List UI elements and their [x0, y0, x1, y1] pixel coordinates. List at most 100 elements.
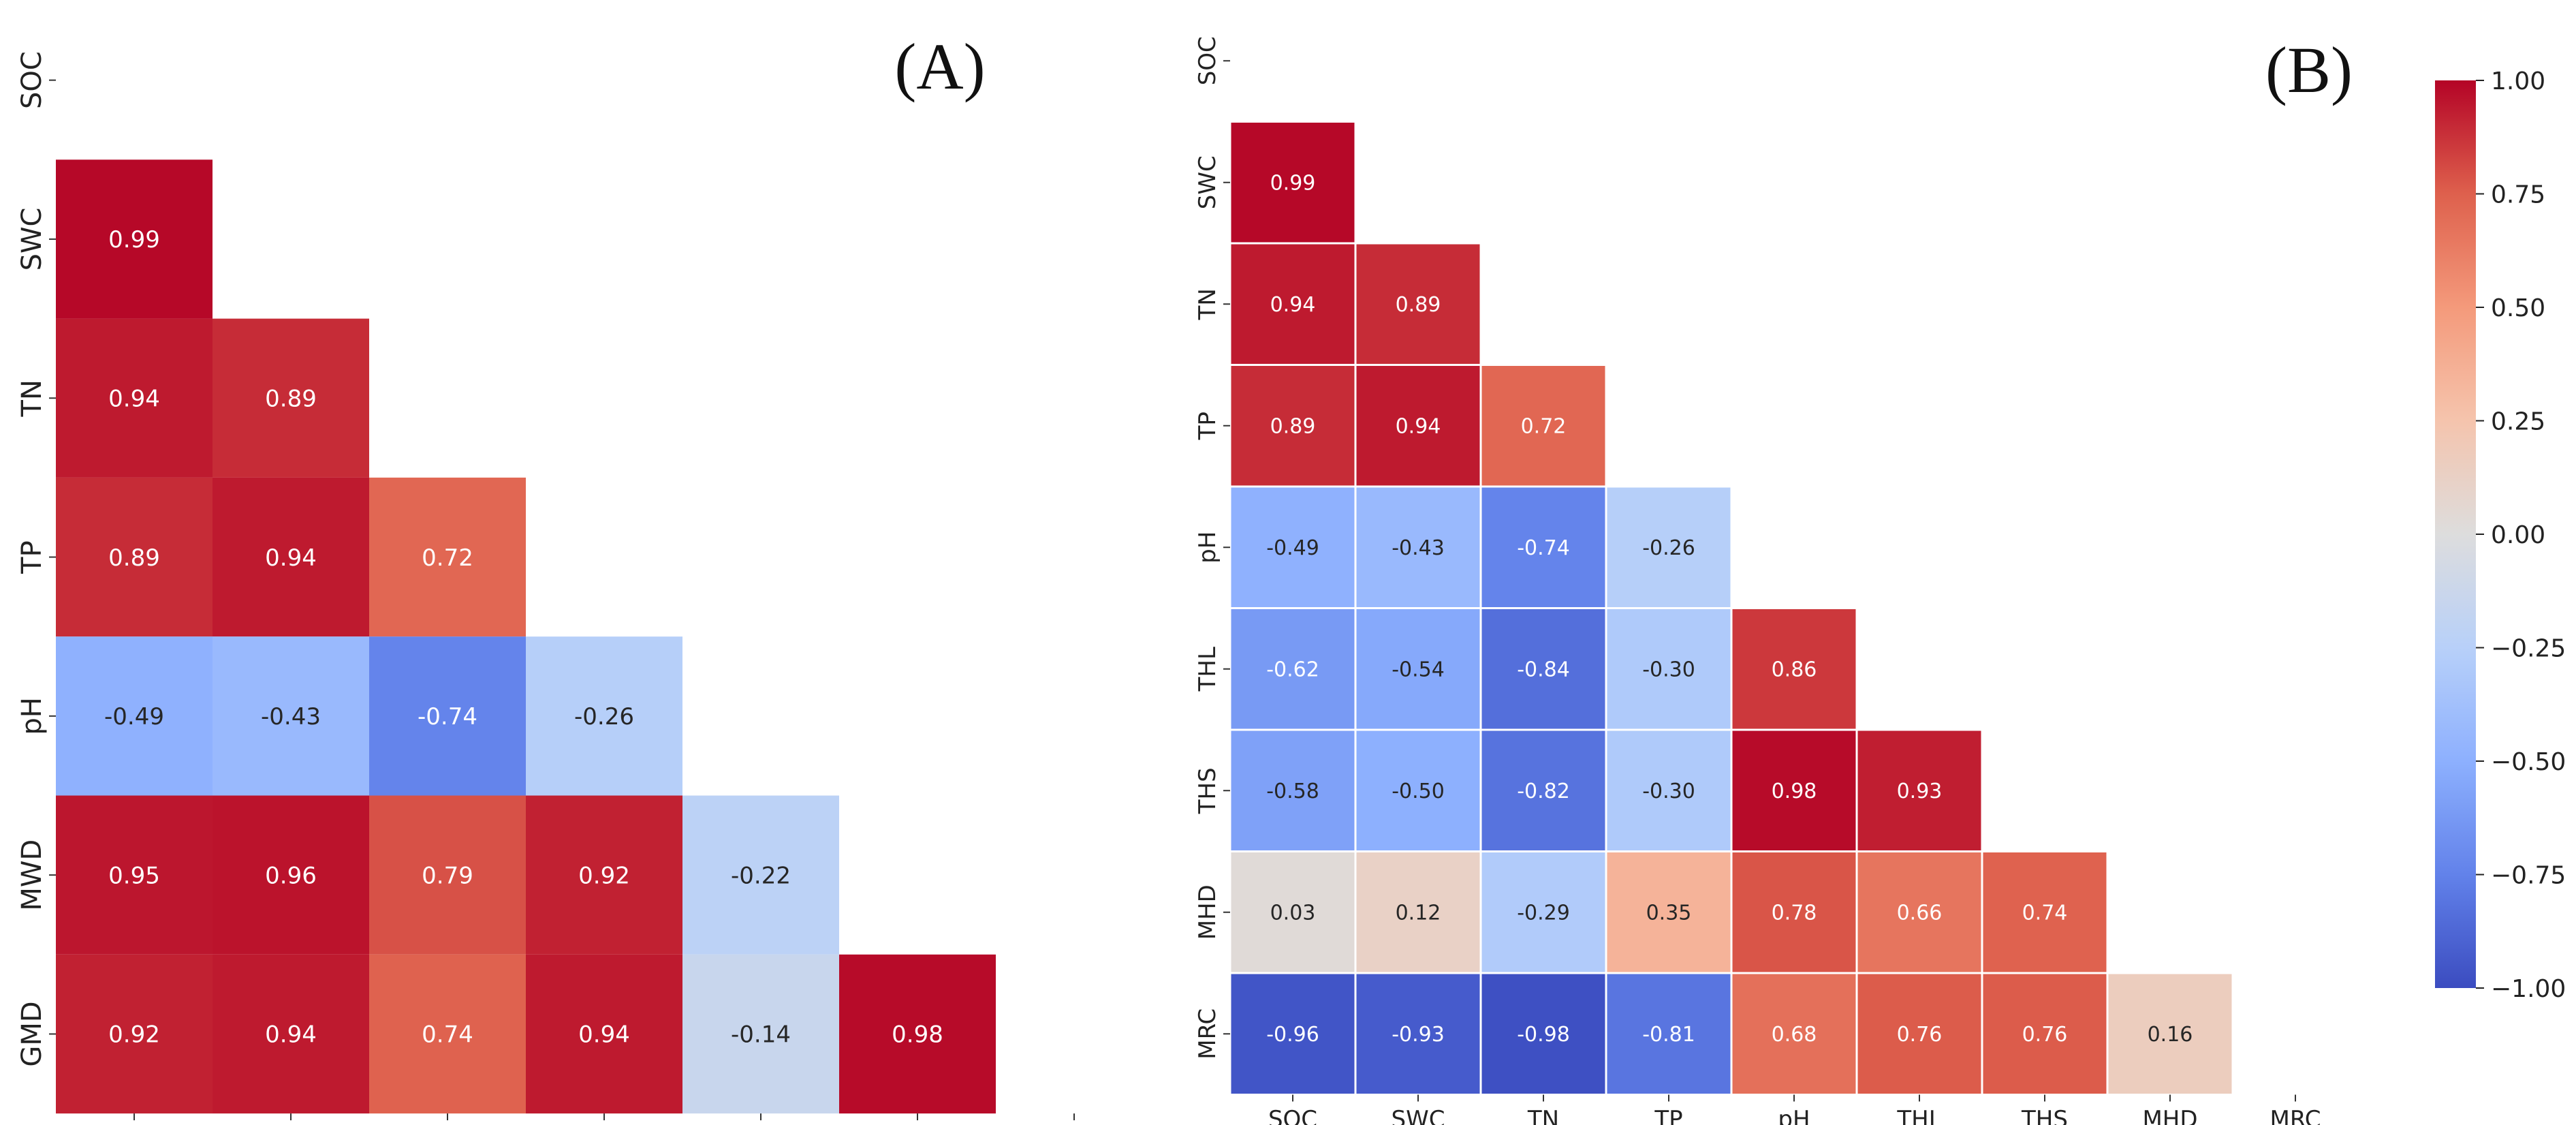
- heatmap-cell: [213, 795, 369, 955]
- cell-value-label: 0.74: [422, 1021, 473, 1049]
- cell-value-label: 0.16: [2148, 1023, 2193, 1047]
- cell-value-label: -0.49: [1266, 536, 1319, 560]
- heatmap-cell: [1981, 850, 2109, 974]
- colorbar-tick-label: 0.00: [2491, 521, 2545, 549]
- y-tick-label: SWC: [1194, 155, 1221, 209]
- colorbar-bar: [2435, 80, 2476, 988]
- colorbar-tick-label: 0.50: [2491, 294, 2545, 322]
- cell-value-label: 0.92: [578, 862, 630, 889]
- y-tick-label: THL: [1194, 647, 1221, 692]
- cell-value-label: 0.76: [1897, 1023, 1943, 1047]
- cell-value-label: 0.89: [265, 385, 317, 412]
- heatmap-cell: [1855, 728, 1983, 852]
- heatmap-cell: [1479, 485, 1607, 609]
- cell-value-label: 0.74: [2022, 901, 2068, 925]
- cell-value-label: 0.94: [108, 385, 160, 412]
- cell-value-label: -0.74: [1517, 536, 1570, 560]
- y-tick-label: GMD: [16, 1001, 48, 1066]
- x-tick-label: THS: [2021, 1106, 2068, 1125]
- cell-value-label: -0.26: [1642, 536, 1695, 560]
- cell-value-label: -0.54: [1392, 658, 1445, 682]
- cell-value-label: 0.94: [265, 1021, 317, 1049]
- cell-value-label: -0.81: [1642, 1023, 1695, 1047]
- heatmap-cell: [1855, 850, 1983, 974]
- heatmap-cell: [369, 795, 526, 955]
- y-tick-label: SOC: [16, 51, 48, 109]
- cell-value-label: 0.72: [422, 544, 473, 572]
- cell-value-label: 0.35: [1646, 901, 1692, 925]
- cell-value-label: -0.98: [1517, 1023, 1570, 1047]
- cell-value-label: -0.43: [261, 703, 321, 730]
- cell-value-label: -0.29: [1517, 901, 1570, 925]
- cell-value-label: 0.99: [1270, 172, 1316, 196]
- heatmap-cell: [1605, 850, 1733, 974]
- y-tick-label: TN: [1194, 288, 1221, 320]
- cell-value-label: 0.66: [1897, 901, 1943, 925]
- colorbar-tick-label: 0.25: [2491, 408, 2545, 436]
- heatmap-cell: [1605, 607, 1733, 731]
- cell-value-label: -0.30: [1642, 658, 1695, 682]
- cell-value-label: -0.93: [1392, 1023, 1445, 1047]
- y-tick-label: TP: [16, 540, 48, 574]
- cell-value-label: -0.30: [1642, 780, 1695, 803]
- heatmap-cell: [56, 795, 213, 955]
- colorbar-tick-label: 1.00: [2491, 67, 2545, 95]
- cell-value-label: 0.76: [2022, 1023, 2068, 1047]
- heatmap-cell: [1354, 607, 1482, 731]
- y-tick-label: pH: [1194, 531, 1221, 564]
- x-tick-label: MRC: [2269, 1106, 2321, 1125]
- heatmap-cell: [1229, 485, 1357, 609]
- cell-value-label: 0.12: [1396, 901, 1441, 925]
- colorbar-tick-label: 0.75: [2491, 181, 2545, 209]
- y-tick-label: TP: [1194, 412, 1221, 440]
- cell-value-label: 0.92: [108, 1021, 160, 1049]
- y-tick-label: MWD: [16, 839, 48, 911]
- cell-value-label: 0.72: [1521, 415, 1567, 439]
- cell-value-label: 0.89: [1396, 293, 1441, 317]
- y-tick-label: SOC: [1194, 36, 1221, 85]
- cell-value-label: 0.89: [108, 544, 160, 572]
- heatmap-cell: [369, 477, 526, 637]
- x-tick-label: THL: [1896, 1106, 1941, 1125]
- x-tick-label: SWC: [1392, 1106, 1445, 1125]
- heatmap-cell: [1479, 850, 1607, 974]
- cell-value-label: 0.94: [578, 1021, 630, 1049]
- heatmap-cell: [213, 636, 369, 796]
- cell-value-label: 0.99: [108, 226, 160, 253]
- heatmap-b: 0.99 0.94 0.89 0.89 0.94 0.72 -0.49 -0.43 -0.74 -…: [1194, 36, 2321, 1125]
- cell-value-label: -0.82: [1517, 780, 1570, 803]
- cell-value-label: 0.95: [108, 862, 160, 889]
- cell-value-label: -0.84: [1517, 658, 1570, 682]
- heatmap-cell: [2106, 972, 2234, 1096]
- heatmap-cell: [56, 954, 213, 1114]
- heatmap-cell: [1354, 485, 1482, 609]
- cell-value-label: 0.98: [892, 1021, 943, 1049]
- panel-label-a: (A): [894, 30, 985, 103]
- cell-value-label: -0.62: [1266, 658, 1319, 682]
- y-tick-label: THS: [1194, 767, 1221, 814]
- heatmap-cell: [1354, 242, 1482, 366]
- heatmap-cell: [1354, 850, 1482, 974]
- heatmap-cell: [1479, 972, 1607, 1096]
- cell-value-label: 0.96: [265, 862, 317, 889]
- heatmap-a: 0.99 0.94 0.89 0.89 0.94 0.72 -0.49 -0.43 -0.74 -…: [16, 51, 1075, 1121]
- x-tick-label: TP: [1654, 1106, 1682, 1125]
- y-tick-label: TN: [16, 380, 48, 417]
- cell-value-label: 0.03: [1270, 901, 1316, 925]
- x-tick-label: SOC: [1268, 1106, 1317, 1125]
- cell-value-label: -0.49: [104, 703, 164, 730]
- heatmap-cell: [213, 318, 369, 478]
- heatmap-cell: [526, 795, 682, 955]
- heatmap-cell: [56, 318, 213, 478]
- heatmap-cell: [1605, 972, 1733, 1096]
- heatmap-cell: [1855, 972, 1983, 1096]
- cell-value-label: -0.96: [1266, 1023, 1319, 1047]
- colorbar-tick-label: −0.25: [2491, 635, 2566, 663]
- cell-value-label: 0.93: [1897, 780, 1943, 803]
- colorbar-tick-label: −0.50: [2491, 748, 2566, 776]
- cell-value-label: 0.94: [265, 544, 317, 572]
- y-tick-label: SWC: [16, 208, 48, 271]
- cell-value-label: 0.79: [422, 862, 473, 889]
- colorbar-tick-label: −1.00: [2491, 975, 2566, 1003]
